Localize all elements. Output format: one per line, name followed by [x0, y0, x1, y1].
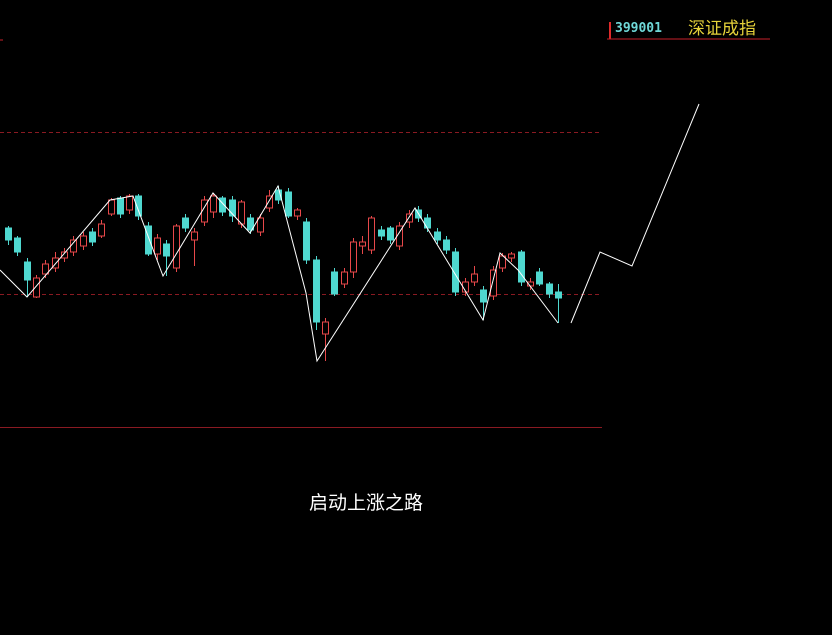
candle-body	[303, 221, 310, 261]
candle-body	[406, 213, 413, 223]
candle-body	[546, 283, 553, 295]
candle-body	[322, 321, 329, 335]
candle-body	[424, 217, 431, 229]
candle-body	[368, 217, 375, 251]
candle-body	[14, 237, 21, 253]
candle-body	[359, 241, 366, 247]
candle-body	[294, 209, 301, 217]
candle-body	[61, 251, 68, 259]
candle-body	[508, 253, 515, 259]
candle-body	[341, 271, 348, 285]
caption: 启动上涨之路	[309, 492, 423, 514]
candle-body	[173, 225, 180, 269]
candle-body	[285, 191, 292, 217]
candle-body	[350, 241, 357, 273]
candle-body	[33, 277, 40, 298]
candle-body	[219, 197, 226, 213]
candle-body	[378, 229, 385, 237]
candle-body	[434, 231, 441, 241]
candle-body	[145, 225, 152, 255]
candle-body	[182, 217, 189, 229]
candle-body	[24, 261, 31, 281]
candle-body	[555, 291, 562, 299]
candle-body	[154, 237, 161, 255]
candle-body	[126, 195, 133, 211]
candle-body	[257, 217, 264, 233]
candle-body	[70, 239, 77, 253]
candle-body	[536, 271, 543, 285]
trend-line	[570, 103, 700, 324]
candle-body	[247, 217, 254, 231]
candle-body	[117, 197, 124, 215]
candle-body	[471, 273, 478, 283]
candle-body	[89, 231, 96, 243]
candle-body	[201, 199, 208, 223]
stock-code: 399001	[615, 21, 662, 36]
candle-body	[452, 251, 459, 293]
trend-line	[0, 184, 559, 363]
stock-name: 深证成指	[688, 19, 756, 39]
candle-body	[42, 263, 49, 275]
candle-body	[163, 243, 170, 257]
candle-body	[266, 195, 273, 209]
candle-body	[5, 227, 12, 241]
candle-body	[313, 259, 320, 323]
candle-body	[135, 195, 142, 217]
candle-body	[387, 227, 394, 241]
candle-body	[238, 201, 245, 225]
candle-body	[191, 231, 198, 241]
candle-body	[229, 199, 236, 217]
candle-body	[518, 251, 525, 283]
candle-body	[443, 239, 450, 251]
candle-body	[275, 189, 282, 201]
candle-body	[480, 289, 487, 303]
candle-body	[210, 195, 217, 213]
candle-body	[108, 199, 115, 215]
candle-body	[98, 223, 105, 237]
candle-body	[490, 269, 497, 297]
candle-body	[80, 235, 87, 247]
candle-body	[331, 271, 338, 295]
